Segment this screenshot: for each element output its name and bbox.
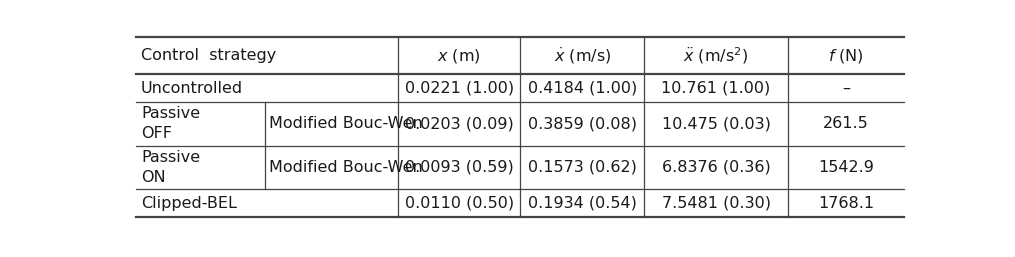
Text: Modified Bouc-Wen: Modified Bouc-Wen [269,160,423,175]
Text: $x$ (m): $x$ (m) [437,47,481,65]
Text: Uncontrolled: Uncontrolled [141,81,244,96]
Text: $\dot{x}$ (m/s): $\dot{x}$ (m/s) [553,45,611,66]
Text: 0.0110 (0.50): 0.0110 (0.50) [405,196,514,210]
Text: 1768.1: 1768.1 [818,196,874,210]
Text: $f$ (N): $f$ (N) [828,47,864,65]
Text: 10.761 (1.00): 10.761 (1.00) [662,81,770,96]
Text: 0.1934 (0.54): 0.1934 (0.54) [528,196,636,210]
Text: Clipped-BEL: Clipped-BEL [141,196,236,210]
Text: Control  strategy: Control strategy [141,48,276,63]
Text: Modified Bouc-Wen: Modified Bouc-Wen [269,116,423,131]
Text: 0.0221 (1.00): 0.0221 (1.00) [405,81,514,96]
Text: 0.0093 (0.59): 0.0093 (0.59) [405,160,514,175]
Text: Passive
ON: Passive ON [141,150,200,185]
Text: 7.5481 (0.30): 7.5481 (0.30) [662,196,770,210]
Text: 0.1573 (0.62): 0.1573 (0.62) [528,160,636,175]
Text: 0.0203 (0.09): 0.0203 (0.09) [405,116,514,131]
Text: 261.5: 261.5 [823,116,869,131]
Text: 0.4184 (1.00): 0.4184 (1.00) [528,81,637,96]
Text: $\ddot{x}$ (m/s$^2$): $\ddot{x}$ (m/s$^2$) [683,45,749,66]
Text: Passive
OFF: Passive OFF [141,106,200,141]
Text: 1542.9: 1542.9 [818,160,874,175]
Text: –: – [841,81,850,96]
Text: 0.3859 (0.08): 0.3859 (0.08) [528,116,636,131]
Text: 6.8376 (0.36): 6.8376 (0.36) [662,160,770,175]
Text: 10.475 (0.03): 10.475 (0.03) [662,116,770,131]
